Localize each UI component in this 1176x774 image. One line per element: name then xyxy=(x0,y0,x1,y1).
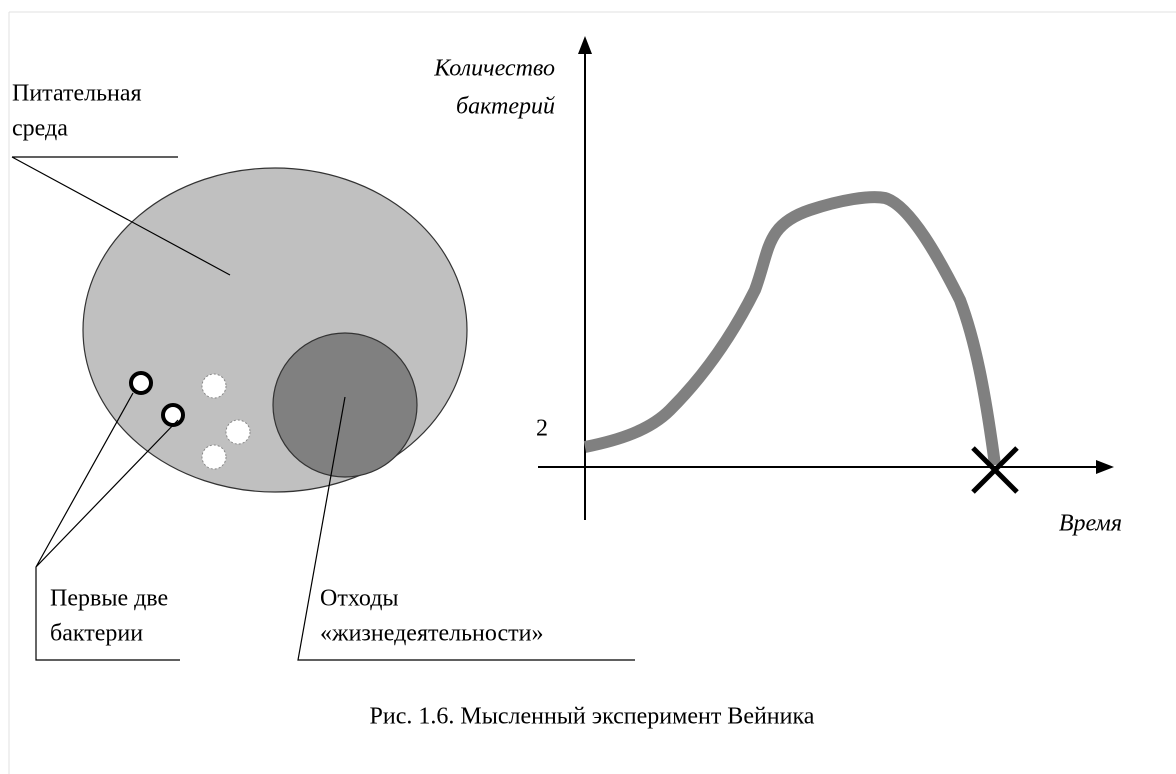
leader-line xyxy=(11,156,231,276)
leader-line xyxy=(297,396,635,661)
label: Питательная xyxy=(12,81,142,107)
axis-label: Количество xyxy=(433,56,555,82)
label: Отходы xyxy=(320,586,399,612)
label: среда xyxy=(12,116,68,142)
label: бактерии xyxy=(50,621,143,647)
arrow xyxy=(578,36,592,54)
bacterium xyxy=(161,403,185,427)
growth-curve xyxy=(583,191,1001,466)
axis-label: бактерий xyxy=(456,94,555,120)
nutrient-medium xyxy=(82,167,468,493)
axis-label: Время xyxy=(1059,511,1122,537)
future-bacterium xyxy=(225,419,251,445)
caption: Рис. 1.6. Мысленный эксперимент Вейника xyxy=(370,704,815,730)
future-bacterium xyxy=(201,444,227,470)
label: «жизнедеятельности» xyxy=(320,621,543,647)
arrow xyxy=(1096,460,1114,474)
start-value: 2 xyxy=(536,416,548,442)
extinction-mark xyxy=(971,446,1019,494)
bacterium xyxy=(129,371,153,395)
waste-area xyxy=(272,332,418,478)
leader-line xyxy=(35,392,180,661)
future-bacterium xyxy=(201,373,227,399)
label: Первые две xyxy=(50,586,168,612)
